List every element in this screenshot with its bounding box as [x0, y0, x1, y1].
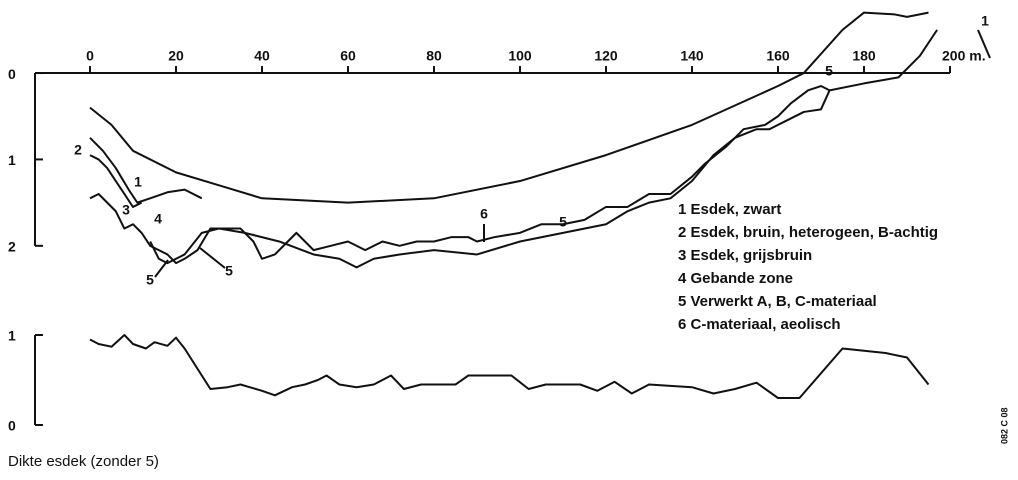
y-tick-label: 0: [8, 66, 16, 82]
x-tick-label: 120: [594, 48, 618, 64]
y-tick-label: 1: [8, 152, 16, 168]
annotation: 2: [74, 142, 82, 158]
x-tick-label: 20: [168, 48, 184, 64]
profile-line: [149, 29, 938, 269]
x-tick-label: 180: [852, 48, 876, 64]
x-tick-label: 200 m.: [942, 48, 986, 64]
x-tick-label: 140: [680, 48, 704, 64]
y-tick-label: 0: [8, 418, 16, 434]
x-tick-label: 40: [254, 48, 270, 64]
legend-item: 3 Esdek, grijsbruin: [678, 247, 812, 264]
chart-title: Dikte esdek (zonder 5): [8, 453, 159, 470]
annotation: 1: [981, 13, 989, 29]
x-tick-label: 100: [508, 48, 532, 64]
profile-line: [89, 85, 831, 265]
profile-line: [89, 334, 930, 399]
legend-item: 2 Esdek, bruin, heterogeen, B-achtig: [678, 224, 938, 241]
annotation: 1: [134, 174, 142, 190]
y-tick-label: 1: [8, 328, 16, 344]
x-tick-label: 160: [766, 48, 790, 64]
profile-line: [89, 137, 203, 204]
annotation: 3: [122, 202, 130, 218]
legend-item: 5 Verwerkt A, B, C-materiaal: [678, 293, 877, 310]
legend-item: 4 Gebande zone: [678, 270, 793, 287]
legend-item: 1 Esdek, zwart: [678, 201, 781, 218]
leader: [154, 259, 169, 278]
figure-code: 082 C 08: [999, 407, 1009, 444]
annotation: 5: [225, 263, 233, 279]
profile-line: [89, 154, 143, 208]
annotation: 4: [154, 211, 162, 227]
y-tick-label: 2: [8, 239, 16, 255]
annotation: 5: [559, 214, 567, 230]
annotation: 5: [825, 63, 833, 79]
annotation: 5: [146, 272, 154, 288]
x-tick-label: 0: [86, 48, 94, 64]
x-tick-label: 80: [426, 48, 442, 64]
legend-item: 6 C-materiaal, aeolisch: [678, 316, 841, 333]
profile-line: [89, 11, 929, 204]
annotation: 6: [480, 206, 488, 222]
leader: [977, 29, 991, 59]
x-tick-label: 60: [340, 48, 356, 64]
leader: [199, 247, 226, 269]
